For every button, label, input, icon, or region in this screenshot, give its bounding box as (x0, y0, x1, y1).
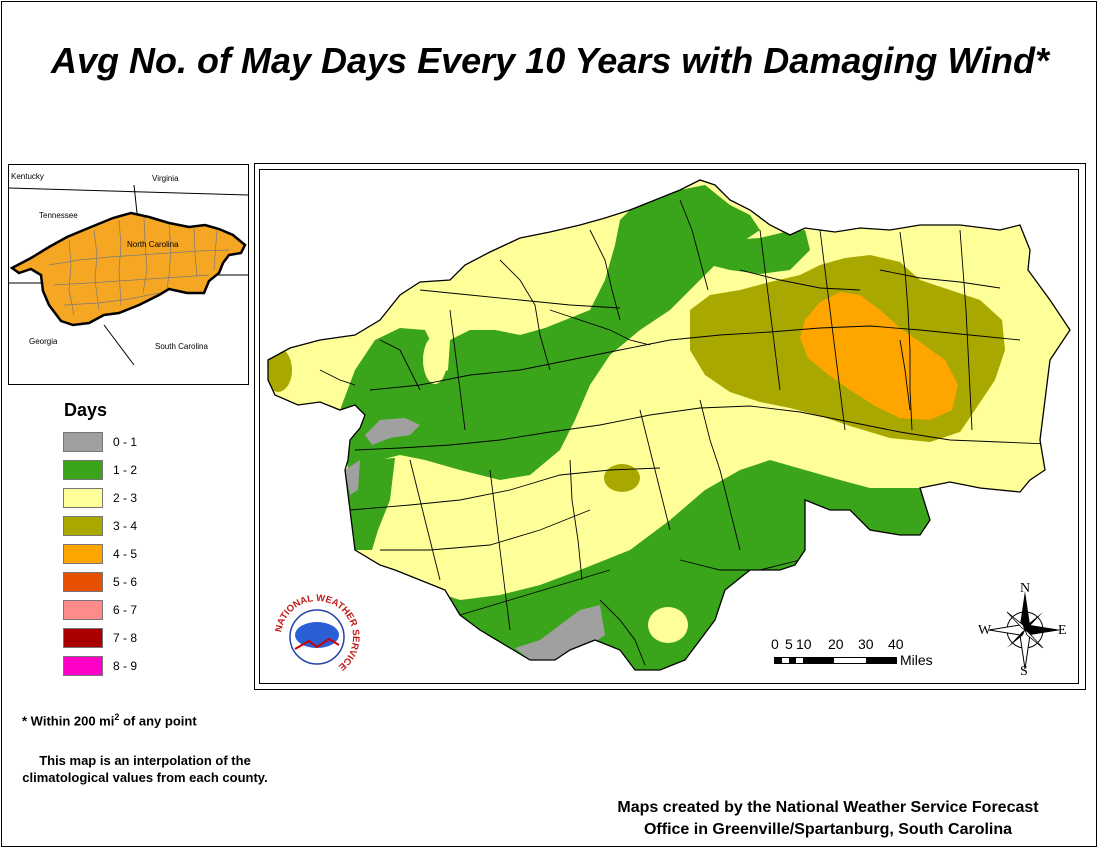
scale-tick-20: 20 (828, 636, 844, 652)
scale-bar-frame (774, 657, 897, 664)
legend-swatch (63, 516, 103, 536)
legend-title: Days (64, 400, 108, 420)
inset-label-south-carolina: South Carolina (155, 342, 208, 351)
credits-line-2: Office in Greenville/Spartanburg, South … (643, 821, 1013, 838)
legend-range: 4 - 5 (113, 547, 138, 561)
compass-n: N (1020, 581, 1031, 596)
county-boundaries (319, 199, 1051, 666)
inset-label-kentucky: Kentucky (11, 172, 44, 181)
legend-swatch (63, 488, 103, 508)
legend-swatch (63, 600, 103, 620)
contour-1-2-west (340, 185, 760, 480)
legend-range: 2 - 3 (113, 491, 138, 505)
compass-needle-nw (1006, 611, 1026, 632)
map-frame-inner (259, 169, 1079, 684)
scale-bar-seg (866, 658, 896, 663)
legend-swatch (63, 544, 103, 564)
scale-tick-10: 10 (796, 636, 812, 652)
region-outline (267, 179, 1071, 671)
highlighted-region (9, 211, 247, 327)
legend-range: 5 - 6 (113, 575, 138, 589)
footnote-superscript: 2 (114, 712, 120, 722)
logo-cloud (295, 622, 339, 648)
legend-swatch (63, 628, 103, 648)
compass-e: E (1058, 623, 1067, 638)
inset-label-north-carolina: North Carolina (127, 240, 179, 249)
legend-swatch (63, 656, 103, 676)
interpolation-note: This map is an interpolation of the clim… (22, 753, 268, 785)
credits-line-1: Maps created by the National Weather Ser… (617, 799, 1039, 816)
compass-needle-north (1020, 591, 1030, 630)
wind-days-contours (268, 180, 1070, 670)
contour-0-1-south (515, 605, 605, 660)
compass-needle-sw (1007, 630, 1025, 648)
kentucky-virginia-border (9, 187, 248, 196)
footnote-prefix: * Within 200 mi (22, 713, 115, 729)
georgia-sc-border (103, 324, 135, 366)
scale-tick-30: 30 (858, 636, 874, 652)
inset-label-virginia: Virginia (152, 174, 179, 183)
contour-1-2-bridge (700, 230, 810, 274)
scale-bar-seg (775, 658, 782, 663)
legend-range: 8 - 9 (113, 659, 138, 673)
legend-swatch (63, 460, 103, 480)
logo-lightning (294, 637, 340, 650)
scale-tick-0: 0 (771, 636, 779, 652)
scale-tick-40: 40 (888, 636, 904, 652)
contour-2-3-island (423, 336, 447, 384)
credits: Maps created by the National Weather Ser… (560, 797, 1096, 841)
compass-s: S (1020, 664, 1028, 679)
contour-3-4-spot (604, 464, 640, 492)
area-footnote: * Within 200 mi2 of any point (22, 712, 197, 728)
nws-logo: NATIONAL WEATHER SERVICE (273, 593, 361, 673)
contour-4-5 (800, 292, 958, 420)
scale-tick-5: 5 (785, 636, 793, 652)
contour-0-1-west-edge (345, 460, 360, 495)
inset-label-georgia: Georgia (29, 337, 58, 346)
inset-label-tennessee: Tennessee (39, 211, 78, 220)
main-map (267, 179, 1071, 671)
legend-range: 1 - 2 (113, 463, 138, 477)
inset-map-graphic (9, 184, 248, 366)
legend-swatch (63, 572, 103, 592)
contour-2-3-south-island (648, 607, 688, 643)
scale-bar-seg (789, 658, 796, 663)
legend-range: 7 - 8 (113, 631, 138, 645)
compass-rose (988, 591, 1061, 670)
inset-county-lines (48, 216, 230, 316)
contour-1-2-south (390, 460, 930, 670)
contour-0-1-west (365, 418, 420, 445)
map-title: Avg No. of May Days Every 10 Years with … (51, 40, 1049, 81)
legend-range: 3 - 4 (113, 519, 138, 533)
legend-swatch (63, 432, 103, 452)
inset-locator-map: Kentucky Virginia Tennessee North Caroli… (8, 164, 249, 385)
compass-needle-east (1025, 625, 1061, 635)
scale-bar-seg (803, 658, 834, 663)
compass-w: W (978, 623, 992, 638)
scale-bar-graphic (774, 657, 897, 664)
kentucky-virginia-divider (133, 184, 138, 214)
compass-needle-ne (1025, 612, 1043, 630)
scale-unit: Miles (900, 652, 933, 668)
footnote-suffix: of any point (119, 713, 197, 729)
legend-range: 0 - 1 (113, 435, 138, 449)
legend-range: 6 - 7 (113, 603, 138, 617)
